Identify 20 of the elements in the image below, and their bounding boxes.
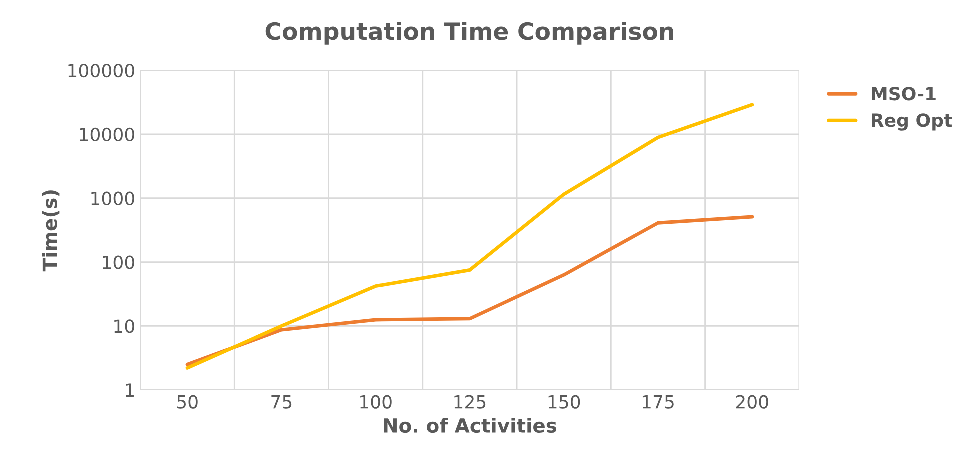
line-series	[186, 103, 754, 370]
x-tick-label: 125	[454, 395, 486, 409]
line-series	[186, 215, 754, 366]
x-tick-label: 175	[642, 396, 674, 409]
y-tick-label: 1	[126, 384, 134, 397]
y-axis-title: Time(s)	[42, 190, 60, 272]
y-tick-label: 100	[103, 256, 134, 270]
legend-label: Reg Opt	[872, 114, 952, 131]
y-tick-label: 1000	[92, 192, 134, 206]
x-axis-title: No. of Activities	[384, 418, 557, 434]
legend-label: MSO-1	[872, 87, 936, 101]
y-tick-label: 10	[114, 320, 134, 334]
y-tick-label: 100000	[68, 64, 134, 78]
x-tick-label: 50	[177, 395, 198, 409]
x-tick-label: 150	[548, 395, 580, 409]
x-tick-label: 100	[360, 395, 392, 409]
y-tick-label: 10000	[80, 128, 134, 142]
x-tick-label: 75	[272, 396, 292, 409]
x-tick-label: 200	[736, 395, 768, 409]
chart-title: Computation Time Comparison	[266, 22, 674, 45]
